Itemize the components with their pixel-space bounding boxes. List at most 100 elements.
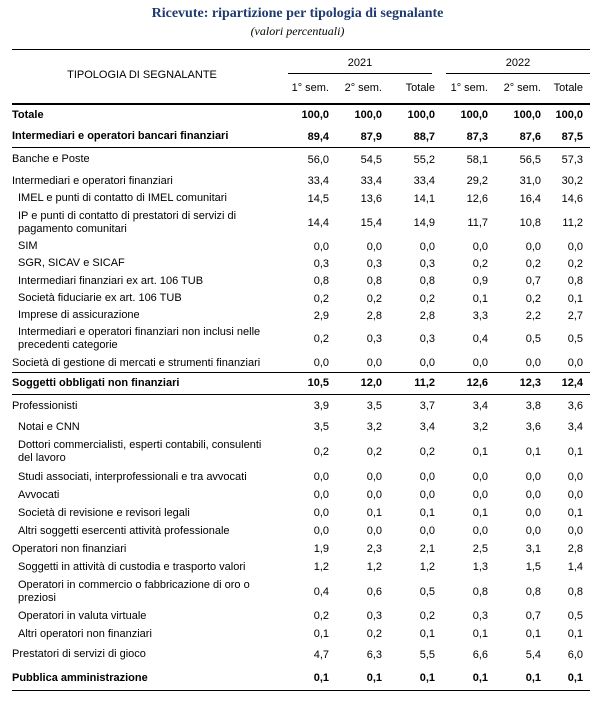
cell-value: 0,3 (419, 333, 435, 345)
cell-value: 0,5 (419, 585, 435, 598)
cell-value: 0,1 (525, 446, 541, 458)
cell-value: 31,0 (519, 175, 541, 187)
table-row: Intermediari e operatori finanziari 33,4 3… (12, 172, 590, 190)
cell-value: 1,2 (366, 561, 382, 573)
table-row: SIM 0,0 0,0 0,0 0,0 0,0 0,0 (12, 238, 590, 255)
cell-value: 0,7 (525, 610, 541, 622)
cell-value: 0,2 (313, 292, 329, 305)
cell-value: 56,0 (307, 153, 329, 166)
table-row: Notai e CNN 3,5 3,2 3,4 3,2 3,6 3,4 (12, 418, 590, 436)
cell-value: 0,2 (525, 292, 541, 305)
cell-value: 2,7 (567, 309, 583, 322)
cell-value: 0,1 (472, 628, 488, 640)
cell-value: 87,6 (519, 130, 541, 143)
cell-value: 0,3 (472, 610, 488, 622)
table-row: Intermediari finanziari ex art. 106 TUB 0… (12, 272, 590, 290)
cell-value: 2,8 (419, 309, 435, 322)
cell-value: 2,1 (419, 543, 435, 555)
table-row: Avvocati 0,0 0,0 0,0 0,0 0,0 0,0 (12, 486, 590, 504)
rule (12, 103, 590, 105)
column-header: TIPOLOGIA DI SEGNALANTE (67, 69, 217, 81)
table-row: Banche e Poste 56,0 54,5 55,2 58,1 56,5 57,3 (12, 147, 590, 172)
cell-value: 3,5 (366, 400, 382, 412)
year-header: 2021 (347, 57, 373, 69)
cell-value: 0,2 (525, 257, 541, 270)
subtitle: (valori percentuali) (250, 24, 345, 38)
rule (288, 73, 432, 74)
cell-value: 3,5 (313, 421, 329, 433)
row-label: Altri soggetti esercenti attività profes… (18, 524, 230, 537)
row-label: Operatori non finanziari (12, 542, 127, 555)
cell-value: 0,5 (567, 610, 583, 622)
cell-value: 0,0 (525, 525, 541, 537)
cell-value: 0,0 (419, 489, 435, 501)
cell-value: 3,7 (419, 400, 435, 412)
row-label: IMEL e punti di contatto di IMEL comunit… (18, 192, 227, 204)
cell-value: 0,0 (313, 525, 329, 537)
cell-value: 3,2 (366, 421, 382, 433)
cell-value: 100,0 (513, 109, 541, 121)
cell-value: 0,2 (472, 257, 488, 270)
cell-value: 14,9 (413, 216, 435, 229)
cell-value: 0,8 (525, 585, 541, 598)
row-label: Intermediari e operatori finanziari non … (18, 326, 261, 351)
cell-value: 3,4 (472, 400, 488, 412)
rule (12, 49, 590, 50)
row-label: Totale (12, 108, 44, 121)
cell-value: 0,0 (472, 357, 488, 369)
cell-value: 0,1 (419, 507, 435, 519)
cell-value: 0,2 (419, 446, 435, 458)
table-row: SGR, SICAV e SICAF 0,3 0,3 0,3 0,2 0,2 0,2 (12, 255, 590, 272)
cell-value: 33,4 (307, 175, 329, 187)
row-label: Intermediari finanziari ex art. 106 TUB (18, 274, 204, 287)
cell-value: 0,0 (419, 471, 435, 483)
cell-value: 0,0 (525, 507, 541, 519)
table-row: Altri operatori non finanziari 0,1 0,2 0,1 0… (12, 625, 590, 643)
cell-value: 2,8 (366, 309, 382, 322)
cell-value: 1,2 (419, 561, 435, 573)
cell-value: 3,8 (525, 400, 541, 412)
cell-value: 1,5 (525, 561, 541, 573)
table-row: IP e punti di contatto di prestatori di … (12, 207, 590, 238)
cell-value: 33,4 (360, 175, 382, 187)
cell-value: 0,1 (525, 672, 541, 684)
row-label: Intermediari e operatori finanziari (12, 174, 173, 187)
year-header: 2022 (505, 57, 531, 69)
cell-value: 30,2 (561, 175, 583, 187)
cell-value: 12,6 (466, 377, 488, 389)
cell-value: 2,5 (472, 543, 488, 555)
cell-value: 87,9 (360, 130, 382, 143)
cell-value: 14,6 (561, 192, 583, 205)
cell-value: 0,8 (419, 275, 435, 287)
cell-value: 0,6 (366, 585, 382, 598)
cell-value: 0,0 (472, 525, 488, 537)
cell-value: 0,0 (419, 525, 435, 537)
cell-value: 0,1 (567, 672, 583, 684)
cell-value: 55,2 (413, 153, 435, 166)
cell-value: 0,0 (567, 240, 583, 253)
cell-value: 0,2 (366, 628, 382, 640)
cell-value: 0,3 (366, 257, 382, 270)
cell-value: 0,0 (472, 471, 488, 483)
cell-value: 0,1 (525, 628, 541, 640)
cell-value: 100,0 (555, 109, 583, 121)
row-label: Banche e Poste (12, 153, 90, 165)
row-label: Società fiduciarie ex art. 106 TUB (18, 292, 182, 304)
cell-value: 0,2 (366, 292, 382, 305)
cell-value: 0,0 (313, 240, 329, 253)
row-label: Operatori in valuta virtuale (18, 609, 147, 622)
cell-value: 2,8 (567, 543, 583, 555)
title: Ricevute: ripartizione per tipologia di … (151, 6, 444, 21)
cell-value: 3,4 (419, 421, 435, 433)
cell-value: 100,0 (301, 109, 329, 121)
cell-value: 0,0 (525, 489, 541, 501)
cell-value: 0,1 (567, 507, 583, 519)
table-row: Pubblica amministrazione 0,1 0,1 0,1 0,1 0,1 0… (12, 666, 590, 690)
rule (446, 73, 590, 74)
cell-value: 3,6 (567, 400, 583, 412)
cell-value: 3,3 (472, 309, 488, 322)
cell-value: 0,3 (419, 257, 435, 270)
cell-value: 11,2 (414, 377, 435, 389)
row-label: Studi associati, interprofessionali e tr… (18, 470, 247, 483)
